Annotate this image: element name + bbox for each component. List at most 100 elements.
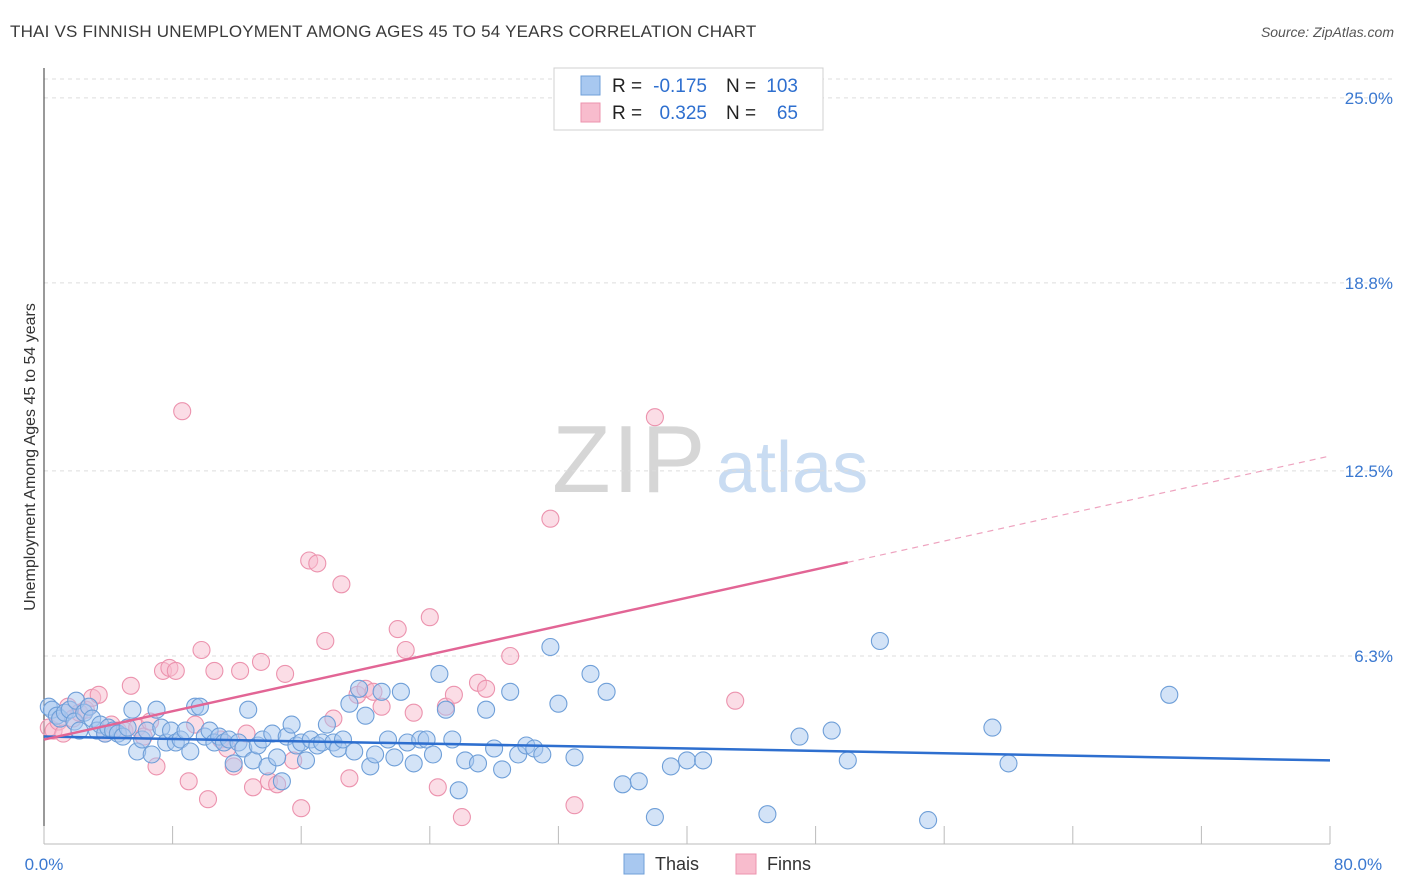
x-tick-label-min: 0.0%: [25, 855, 64, 874]
finns-point-64: [726, 691, 745, 710]
thais-point-24: [142, 745, 161, 764]
finns-point-33: [243, 778, 263, 797]
chart-title: THAI VS FINNISH UNEMPLOYMENT AMONG AGES …: [10, 22, 757, 41]
thais-point-31: [176, 721, 195, 740]
legend-thais-swatch: [623, 853, 645, 875]
thais-legend-swatch: [580, 75, 601, 96]
thais-point-99: [629, 772, 648, 791]
legend-thais-label: Thais: [655, 854, 699, 874]
finns-point-59: [477, 679, 496, 698]
thais-point-103: [694, 751, 713, 770]
thais-point-112: [1160, 685, 1179, 704]
thais-point-97: [597, 682, 616, 701]
finns-point-14: [121, 676, 140, 695]
thais-point-87: [493, 760, 512, 779]
legend-finns-swatch: [735, 853, 757, 875]
thais-point-78: [423, 745, 443, 764]
finns-point-56: [444, 685, 463, 704]
thais-point-107: [838, 751, 857, 770]
finns-point-22: [173, 402, 192, 421]
thais-point-101: [661, 757, 680, 776]
finns-point-63: [645, 408, 664, 427]
finns-n-value: 65: [777, 103, 798, 124]
finns-point-23: [179, 772, 198, 791]
thais-point-65: [345, 742, 364, 761]
finns-point-41: [308, 554, 327, 573]
y-tick-labels: 6.3% 12.5% 18.8% 25.0%: [1345, 89, 1393, 666]
y-tick-label-2: 18.8%: [1345, 274, 1393, 293]
thais-point-111: [999, 754, 1018, 773]
thais-point-63: [333, 730, 353, 749]
finns-point-34: [251, 652, 271, 671]
thais-point-56: [296, 751, 316, 770]
thais-point-32: [181, 742, 200, 761]
y-tick-label-3: 25.0%: [1345, 89, 1393, 108]
thais-trend-line: [43, 735, 1331, 762]
thais-point-19: [118, 718, 137, 737]
finns-point-44: [332, 575, 351, 594]
finns-point-50: [388, 620, 407, 639]
finns-point-53: [420, 608, 439, 627]
thais-point-20: [123, 700, 142, 719]
thais-point-44: [239, 700, 258, 719]
x-axis-ticks: [43, 826, 1331, 844]
finns-point-37: [276, 664, 295, 683]
thais-point-75: [404, 754, 423, 773]
finns-point-52: [404, 703, 423, 722]
thais-point-72: [385, 748, 404, 767]
stats-legend: R = -0.175 N = 103 R = 0.325 N = 65: [553, 67, 824, 131]
chart-source: Source: ZipAtlas.com: [1260, 24, 1394, 40]
thais-point-82: [449, 781, 468, 800]
finns-r-value: 0.325: [659, 103, 707, 124]
finns-point-51: [396, 640, 415, 660]
thais-point-80: [436, 700, 455, 719]
legend-finns-label: Finns: [767, 854, 811, 874]
thais-point-77: [417, 730, 436, 749]
y-axis-label: Unemployment Among Ages 45 to 54 years: [22, 303, 39, 611]
thais-point-79: [430, 664, 449, 683]
thais-point-64: [340, 694, 359, 713]
finns-point-31: [231, 661, 250, 680]
thais-point-73: [391, 682, 410, 701]
thais-point-94: [549, 694, 568, 713]
thais-point-60: [317, 715, 336, 734]
finns-point-54: [428, 778, 447, 797]
finns-point-57: [452, 808, 471, 827]
thais-point-84: [468, 754, 488, 773]
finns-r-label: R =: [612, 103, 642, 124]
thais-n-value: 103: [766, 76, 798, 97]
finns-point-27: [205, 661, 224, 680]
grid-lines: [44, 78, 1392, 657]
finns-legend-swatch: [580, 102, 601, 123]
thais-r-value: -0.175: [653, 76, 707, 97]
finns-point-26: [198, 790, 218, 809]
thais-point-104: [758, 805, 777, 824]
thais-point-95: [565, 748, 584, 767]
finns-trend-extension: [847, 455, 1331, 563]
thais-point-70: [372, 682, 391, 701]
finns-point-42: [316, 631, 335, 651]
finns-n-label: N =: [726, 103, 756, 124]
thais-point-96: [581, 664, 600, 683]
thais-point-109: [919, 811, 938, 830]
thais-point-105: [790, 727, 809, 746]
finns-point-61: [541, 509, 560, 528]
thais-point-85: [477, 700, 496, 719]
y-tick-label-1: 12.5%: [1345, 462, 1393, 481]
thais-point-100: [645, 808, 664, 827]
thais-point-50: [268, 748, 287, 767]
thais-point-69: [366, 745, 385, 764]
watermark-atlas: atlas: [716, 428, 868, 508]
finns-trend-line: [43, 561, 849, 741]
thais-n-label: N =: [726, 76, 756, 97]
thais-point-92: [533, 745, 552, 764]
thais-r-label: R =: [612, 76, 642, 97]
thais-point-66: [350, 679, 369, 698]
thais-point-108: [870, 631, 889, 651]
thais-point-71: [378, 730, 398, 749]
x-tick-label-max: 80.0%: [1334, 855, 1382, 874]
thais-point-93: [541, 637, 560, 657]
thais-point-41: [224, 754, 243, 773]
thais-point-110: [983, 718, 1002, 737]
